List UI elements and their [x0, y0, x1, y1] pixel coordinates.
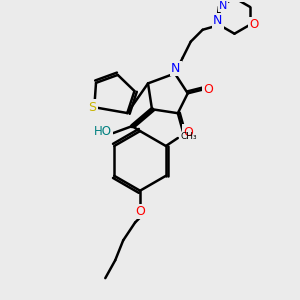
Text: O: O [183, 126, 193, 139]
Text: S: S [88, 101, 96, 114]
Text: O: O [135, 205, 145, 218]
Text: O: O [249, 18, 259, 31]
Text: HO: HO [94, 124, 112, 138]
Text: N: N [171, 62, 181, 75]
Text: CH₃: CH₃ [181, 132, 197, 141]
Text: O: O [204, 83, 214, 96]
Text: N: N [219, 1, 227, 11]
Text: N: N [213, 14, 222, 27]
